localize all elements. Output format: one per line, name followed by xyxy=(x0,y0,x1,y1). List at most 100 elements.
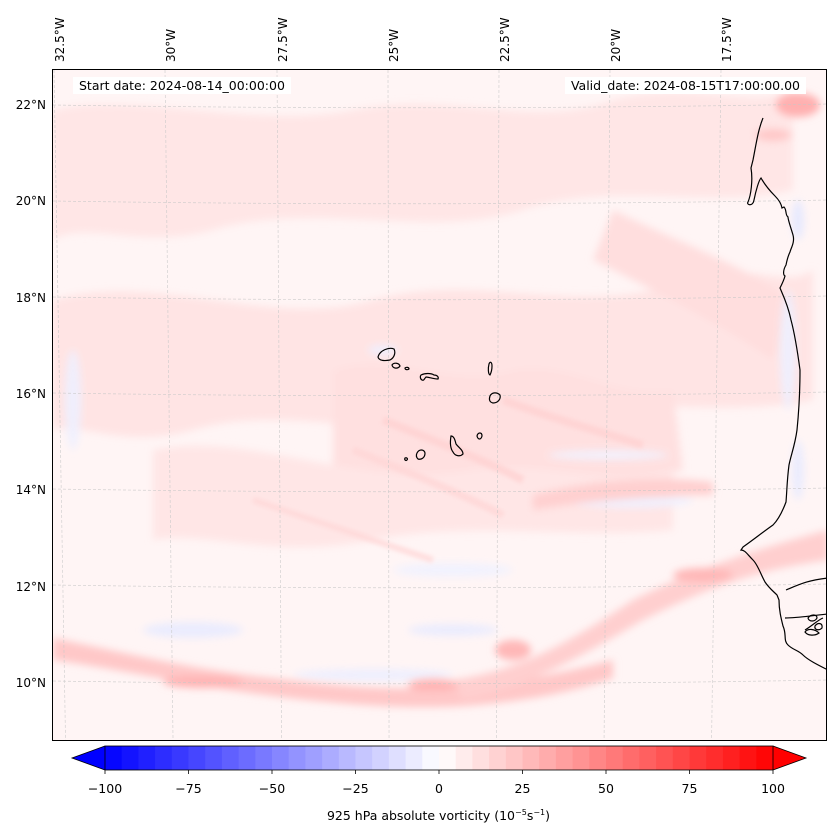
colorbar-cell xyxy=(305,746,323,770)
stripe-2 xyxy=(351,446,505,519)
colorbar-tick-label-50: 50 xyxy=(598,781,614,796)
colorbar-outline-left-tri xyxy=(70,745,106,771)
neg-patch-1 xyxy=(65,350,81,450)
neg-patch-2 xyxy=(143,622,243,638)
valid-date-label: Valid_date: 2024-08-15T17:00:00.00 xyxy=(564,77,806,94)
colorbar-tick-label-m75: −75 xyxy=(175,781,202,796)
core-south-2 xyxy=(408,679,458,691)
neg-patch-10 xyxy=(792,440,804,500)
lon-label-20w: 20°W xyxy=(609,28,623,62)
colorbar-cell xyxy=(472,746,490,770)
band-14n xyxy=(533,478,713,510)
colorbar-cell xyxy=(105,746,123,770)
colorbar-cell xyxy=(155,746,173,770)
stripe-4 xyxy=(252,497,434,563)
colorbar-cell xyxy=(672,746,691,770)
island-santa-luzia xyxy=(404,366,410,371)
parallel-line xyxy=(53,295,826,301)
colorbar-tick-label-0: 0 xyxy=(435,781,443,796)
coast-mauritania-senegal xyxy=(739,117,826,670)
map-panel: Start date: 2024-08-14_00:00:00 Valid_da… xyxy=(52,69,827,741)
meridian-line xyxy=(603,70,611,740)
core-mauritania xyxy=(776,93,820,117)
island-bijagos-3 xyxy=(804,628,820,636)
colorbar-label-suffix: ) xyxy=(545,808,551,823)
colorbar-cell xyxy=(689,746,707,770)
meridian-line xyxy=(164,70,174,740)
colorbar-tick-label-100: 100 xyxy=(761,781,785,796)
colorbar-tick-label-m50: −50 xyxy=(258,781,286,796)
parallel-line xyxy=(53,583,826,589)
island-bijagos-2 xyxy=(814,622,823,631)
lat-label-16n: 16°N xyxy=(15,387,46,401)
stripe-3 xyxy=(501,396,645,449)
neg-patch-11 xyxy=(548,450,668,460)
colorbar-cell xyxy=(288,746,306,770)
meridian-line xyxy=(53,70,66,740)
coast-bijagos xyxy=(804,617,824,631)
lat-label-12n: 12°N xyxy=(15,580,46,594)
meridian-line xyxy=(276,70,282,740)
colorbar-cell xyxy=(372,746,390,770)
colorbar-tick-label-75: 75 xyxy=(681,781,698,796)
parallel-line xyxy=(53,391,826,397)
meridian-line xyxy=(496,70,500,740)
island-fogo xyxy=(415,449,426,460)
colorbar-cell xyxy=(622,746,640,770)
colorbar-outline-right-tri xyxy=(772,745,808,771)
colorbar-outline xyxy=(104,745,774,771)
colorbar-extend-low xyxy=(72,746,105,770)
neg-patch-8 xyxy=(792,200,804,240)
colorbar-cell xyxy=(255,746,273,770)
island-maio xyxy=(476,432,483,440)
colorbar-label-exp2: −1 xyxy=(533,808,546,817)
colorbar-cell xyxy=(539,746,557,770)
vorticity-field xyxy=(53,70,826,740)
colorbar-cell xyxy=(722,746,741,770)
colorbar-cell xyxy=(756,746,774,770)
graticule xyxy=(53,70,826,740)
colorbar-cell xyxy=(338,746,357,770)
lat-label-20n: 20°N xyxy=(15,194,46,208)
coastline xyxy=(377,117,826,670)
colorbar-cell xyxy=(656,746,674,770)
colorbar-cell xyxy=(422,746,440,770)
colorbar-cell xyxy=(121,746,139,770)
patch-diagonal xyxy=(593,210,793,360)
colorbar-cell xyxy=(439,746,457,770)
colorbar-cell xyxy=(238,746,256,770)
neg-patch-9 xyxy=(780,290,796,410)
lat-label-10n: 10°N xyxy=(15,676,46,690)
lat-label-14n: 14°N xyxy=(15,483,46,497)
stripe-1 xyxy=(381,416,525,484)
meridian-line xyxy=(387,70,390,740)
island-sao-vicente xyxy=(391,362,401,369)
colorbar-cell xyxy=(489,746,507,770)
band-south-east xyxy=(453,530,826,700)
island-santo-antao xyxy=(377,347,396,362)
colorbar-cell xyxy=(706,746,724,770)
neg-patch-7 xyxy=(393,563,513,577)
lon-label-25w: 25°W xyxy=(387,28,401,62)
lon-label-30w: 30°W xyxy=(164,28,178,62)
colorbar-label-prefix: 925 hPa absolute vorticity (10 xyxy=(326,808,516,823)
island-boa-vista xyxy=(488,392,501,404)
colorbar-ticks xyxy=(104,770,774,774)
colorbar-cell xyxy=(639,746,657,770)
colorbar-cell xyxy=(272,746,290,770)
meridian-line xyxy=(711,70,722,740)
colorbar-cells xyxy=(105,746,774,770)
core-south-1 xyxy=(163,676,243,688)
colorbar-cell xyxy=(505,746,524,770)
colorbar-label-exp1: −5 xyxy=(515,808,527,817)
island-sal xyxy=(487,361,493,376)
colorbar-cell xyxy=(188,746,206,770)
lat-label-18n: 18°N xyxy=(15,291,46,305)
lon-label-27-5w: 27.5°W xyxy=(276,17,290,62)
colorbar-cell xyxy=(171,746,190,770)
coast-gambia-river xyxy=(785,577,826,591)
colorbar-cell xyxy=(589,746,607,770)
colorbar-cell xyxy=(355,746,373,770)
colorbar-cell xyxy=(138,746,156,770)
lon-label-17-5w: 17.5°W xyxy=(720,17,734,62)
